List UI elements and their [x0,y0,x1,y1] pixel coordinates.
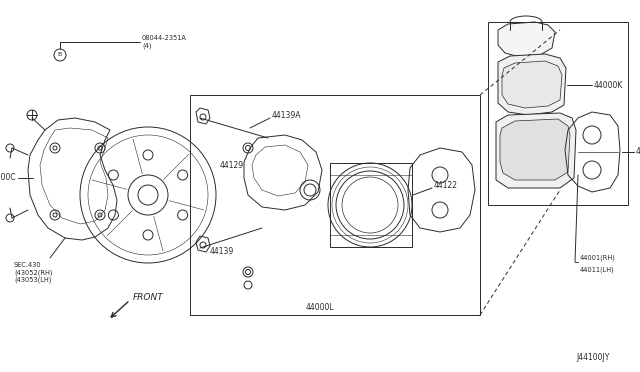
Text: 44000C: 44000C [0,173,16,183]
Text: SEC.430
(43052(RH)
(43053(LH): SEC.430 (43052(RH) (43053(LH) [14,262,52,283]
Polygon shape [496,113,576,188]
Text: 08044-2351A
(4): 08044-2351A (4) [142,35,187,49]
Text: 44011(LH): 44011(LH) [580,267,615,273]
Text: B: B [58,52,62,58]
Text: 44139A: 44139A [272,112,301,121]
Polygon shape [502,61,562,108]
Text: 44122: 44122 [434,182,458,190]
Polygon shape [498,54,566,115]
Bar [190,95,480,315]
Text: 44139: 44139 [210,247,234,257]
Bar [488,22,628,205]
Polygon shape [500,119,570,180]
Text: 44000K: 44000K [594,80,623,90]
Text: 44080K: 44080K [636,148,640,157]
Text: 44000L: 44000L [306,304,334,312]
Polygon shape [498,22,555,57]
Bar [330,163,412,247]
Text: FRONT: FRONT [133,294,164,302]
Text: 44001(RH): 44001(RH) [580,255,616,261]
Text: J44100JY: J44100JY [577,353,610,362]
Text: 44129: 44129 [220,160,244,170]
